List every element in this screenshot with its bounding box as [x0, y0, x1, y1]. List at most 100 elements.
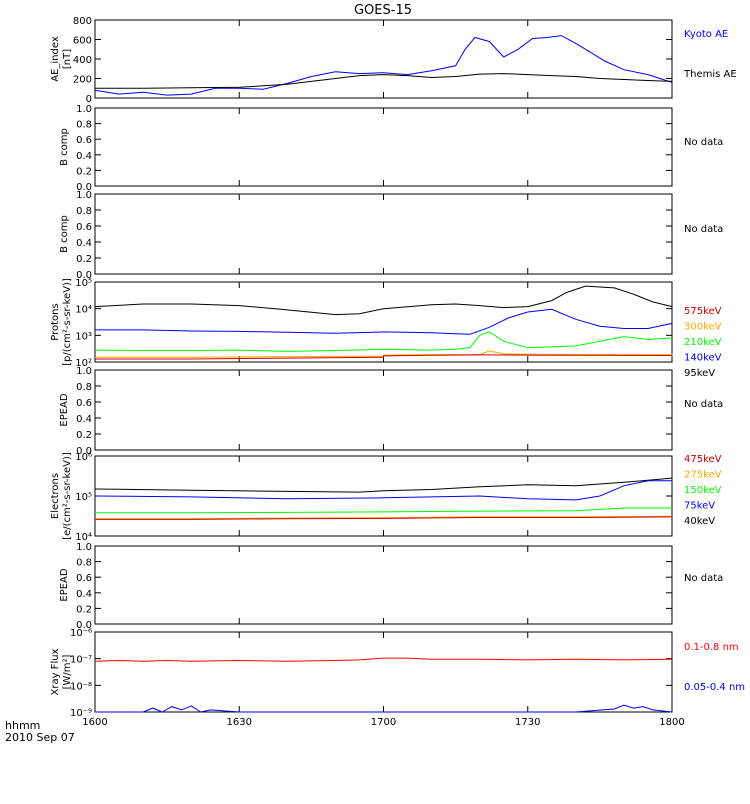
- y-tick-label: 400: [73, 55, 92, 66]
- panel-frame: [94, 19, 673, 99]
- legend-entry: Themis AE: [683, 69, 737, 80]
- panel-xray: 10⁻⁹ 10⁻⁸ 10⁻⁷ 10⁻⁶ 1600 1630 1700 1730 1800 Xray…: [50, 628, 745, 728]
- panel-bcomp2: 0.0 0.2 0.4 0.6 0.8 1.0 B comp No data: [59, 190, 723, 281]
- y-tick-label: 0.4: [76, 589, 92, 600]
- x-tick-label: 1600: [82, 717, 107, 728]
- y-tick-label: 0.2: [76, 166, 92, 177]
- y-tick-label: 10⁻⁷: [70, 655, 92, 666]
- legend-entry: 475keV: [684, 454, 722, 465]
- legend-entry: 575keV: [684, 306, 722, 317]
- y-tick-label: 0.4: [76, 414, 92, 425]
- no-data-note: No data: [684, 137, 723, 148]
- no-data-note: No data: [684, 573, 723, 584]
- no-data-note: No data: [684, 399, 723, 410]
- y-tick-label: 0.0: [76, 182, 92, 193]
- series-line: [94, 477, 673, 493]
- y-tick-label: 0.6: [76, 135, 92, 146]
- y-tick-label: 0.4: [76, 151, 92, 162]
- panel-electrons: 10⁴ 10⁵ 10⁶ Electrons [e/(cm²-s-sr-keV)] 475k…: [50, 452, 722, 543]
- x-tick-label: 1630: [227, 717, 252, 728]
- panel-frame: [94, 107, 673, 187]
- y-axis-label: Protons: [50, 303, 61, 340]
- series-line: [95, 515, 673, 520]
- legend-entry: Kyoto AE: [684, 29, 728, 40]
- y-tick-label: 0.2: [76, 430, 92, 441]
- y-axis-label: B comp: [59, 215, 70, 253]
- legend-entry: 0.1-0.8 nm: [684, 642, 739, 653]
- series-line: [95, 516, 673, 520]
- y-tick-label: 1.0: [76, 190, 92, 201]
- y-axis-label: AE_index: [50, 36, 61, 82]
- y-axis-label: Electrons: [50, 473, 61, 519]
- legend-entry: 0.05-0.4 nm: [684, 682, 745, 693]
- series-line: [94, 480, 672, 501]
- series-line: [95, 507, 672, 514]
- y-tick-label: 10⁻⁶: [70, 628, 92, 639]
- y-tick-label: 0.0: [76, 270, 92, 281]
- y-tick-label: 800: [73, 16, 92, 27]
- y-tick-label: 0.6: [76, 573, 92, 584]
- panel-frame: [94, 455, 673, 537]
- legend-entry: 40keV: [684, 516, 715, 527]
- footer-date-label: 2010 Sep 07: [5, 731, 75, 744]
- series-line: [94, 35, 673, 96]
- panel-frame: [94, 369, 673, 451]
- panel-bcomp1: 0.0 0.2 0.4 0.6 0.8 1.0 B comp No data: [59, 104, 723, 193]
- panel-ae: 0 200 400 600 800 AE_index [nT] Kyoto AE Themis …: [50, 16, 737, 105]
- y-tick-label: 0.8: [76, 558, 92, 569]
- y-tick-label: 0.8: [76, 206, 92, 217]
- y-tick-label: 0.6: [76, 398, 92, 409]
- y-tick-label: 1.0: [76, 542, 92, 553]
- x-tick-label: 1730: [515, 717, 540, 728]
- y-tick-label: 10²: [75, 358, 92, 369]
- panel-epead1: 0.0 0.2 0.4 0.6 0.8 1.0 EPEAD No data: [59, 366, 723, 457]
- series-line: [95, 354, 673, 360]
- y-axis-label: EPEAD: [59, 393, 70, 427]
- y-tick-label: 0.4: [76, 238, 92, 249]
- legend-entry: 300keV: [684, 322, 722, 333]
- plot-title: GOES-15: [354, 3, 412, 18]
- y-tick-label: 200: [73, 75, 92, 86]
- legend-entry: 275keV: [684, 470, 722, 481]
- y-tick-label: 10⁴: [75, 305, 92, 316]
- y-tick-label: 10⁵: [75, 492, 92, 503]
- y-tick-label: 10⁵: [75, 278, 92, 289]
- y-tick-label: 1.0: [76, 104, 92, 115]
- legend-entry: 75keV: [684, 501, 715, 512]
- y-tick-label: 10⁴: [75, 532, 92, 543]
- y-tick-label: 10³: [75, 331, 92, 342]
- panel-frame: [94, 193, 673, 275]
- y-tick-label: 0.8: [76, 120, 92, 131]
- y-axis-label: EPEAD: [59, 568, 70, 602]
- y-tick-label: 0.6: [76, 222, 92, 233]
- y-tick-label: 0.8: [76, 382, 92, 393]
- y-tick-label: 1.0: [76, 366, 92, 377]
- y-axis-label: [e/(cm²-s-sr-keV)]: [62, 452, 73, 540]
- series-line: [94, 285, 673, 316]
- y-tick-label: 10⁶: [75, 452, 92, 463]
- y-axis-label: [p/(cm²-s-sr-keV)]: [62, 278, 73, 366]
- y-tick-label: 600: [73, 36, 92, 47]
- panel-frame: [94, 631, 673, 713]
- series-line: [95, 704, 673, 713]
- y-tick-label: 10⁻⁸: [70, 681, 92, 692]
- y-tick-label: 0.0: [76, 446, 92, 457]
- series-line: [95, 73, 673, 89]
- panels-group: 0 200 400 600 800 AE_index [nT] Kyoto AE Themis …: [50, 16, 745, 728]
- y-axis-label: [nT]: [62, 49, 73, 69]
- panel-protons: 10² 10³ 10⁴ 10⁵ Protons [p/(cm²-s-sr-keV)] 575…: [50, 278, 722, 379]
- panel-frame: [94, 545, 673, 625]
- panel-epead2: 0.0 0.2 0.4 0.6 0.8 1.0 EPEAD No data: [59, 542, 723, 631]
- footer-unit-label: hhmm: [5, 719, 40, 732]
- y-axis-label: Xray Flux: [50, 648, 61, 695]
- y-tick-label: 0.2: [76, 604, 92, 615]
- no-data-note: No data: [684, 224, 723, 235]
- legend-entry: 210keV: [684, 337, 722, 348]
- legend-entry: 140keV: [684, 353, 722, 364]
- x-tick-label: 1800: [659, 717, 684, 728]
- y-axis-label: [W/m²]: [62, 654, 73, 689]
- y-tick-label: 10⁻⁹: [70, 708, 92, 719]
- y-tick-label: 0.2: [76, 254, 92, 265]
